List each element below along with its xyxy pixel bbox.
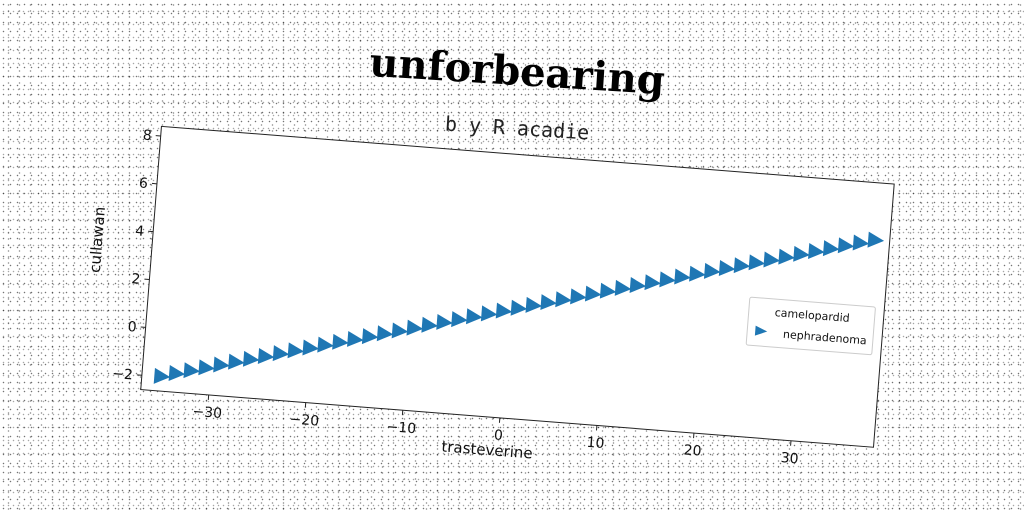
y-tick-label: 0 xyxy=(127,319,137,336)
data-point xyxy=(867,231,885,248)
data-point xyxy=(614,279,632,296)
data-point xyxy=(733,257,751,274)
data-point xyxy=(198,359,215,376)
y-axis-label: cullawan xyxy=(86,206,109,273)
x-tick-label: −20 xyxy=(289,411,320,429)
x-axis-ticks: −30 −20 −10 0 10 20 30 xyxy=(192,394,799,467)
x-tick-label: 0 xyxy=(493,427,503,444)
data-point xyxy=(361,328,379,345)
data-point xyxy=(703,262,721,279)
x-tick-label: 10 xyxy=(586,435,605,452)
data-point xyxy=(242,350,260,367)
data-markers xyxy=(153,231,885,384)
data-point xyxy=(347,330,364,347)
data-point xyxy=(257,348,275,364)
data-point xyxy=(570,288,587,305)
data-point xyxy=(837,237,855,254)
data-point xyxy=(183,362,201,379)
data-point xyxy=(406,319,424,336)
data-point xyxy=(808,243,825,259)
data-point xyxy=(332,333,349,350)
data-point xyxy=(689,265,706,282)
data-point xyxy=(540,294,557,311)
data-point xyxy=(213,356,230,373)
x-tick-label: 20 xyxy=(683,442,702,459)
legend-marker-nephradenoma xyxy=(754,325,768,336)
data-point xyxy=(659,271,676,288)
data-point xyxy=(584,285,602,302)
data-point xyxy=(421,316,438,333)
data-point xyxy=(510,299,528,316)
data-point xyxy=(317,336,334,353)
data-point xyxy=(287,342,305,359)
data-point xyxy=(525,296,543,313)
data-point xyxy=(852,234,870,251)
data-point xyxy=(644,274,662,291)
data-point xyxy=(436,313,453,330)
x-tick-label: −30 xyxy=(192,404,223,422)
data-point xyxy=(153,367,171,384)
data-point xyxy=(466,308,483,325)
data-point xyxy=(272,345,290,362)
x-axis-label: trasteverine xyxy=(441,437,533,462)
data-point xyxy=(674,268,691,285)
plot-frame xyxy=(140,125,895,448)
data-point xyxy=(599,282,617,299)
data-point xyxy=(228,353,245,370)
y-tick-label: 4 xyxy=(135,223,145,240)
legend-box xyxy=(745,296,876,356)
data-point xyxy=(629,277,647,294)
data-point xyxy=(748,254,766,271)
data-point xyxy=(302,339,319,356)
legend: camelopardid nephradenoma xyxy=(745,296,876,356)
data-point xyxy=(451,311,468,328)
data-point xyxy=(376,325,394,342)
y-axis-ticks: −2 0 2 4 6 8 xyxy=(112,128,161,384)
y-tick-label: 6 xyxy=(138,175,148,192)
data-point xyxy=(168,365,186,381)
data-point xyxy=(495,302,513,319)
data-point xyxy=(480,305,498,322)
data-point xyxy=(391,322,409,339)
y-tick-label: −2 xyxy=(112,366,134,384)
x-tick-label: −10 xyxy=(386,419,417,437)
y-tick-label: 2 xyxy=(131,271,141,288)
data-point xyxy=(718,260,736,276)
y-tick-label: 8 xyxy=(142,128,152,145)
legend-label-camelopardid: camelopardid xyxy=(774,306,850,325)
data-point xyxy=(793,245,810,262)
data-point xyxy=(778,248,795,265)
x-tick-label: 30 xyxy=(780,450,799,467)
data-point xyxy=(763,251,781,268)
data-point xyxy=(555,291,572,308)
data-point xyxy=(822,240,840,257)
